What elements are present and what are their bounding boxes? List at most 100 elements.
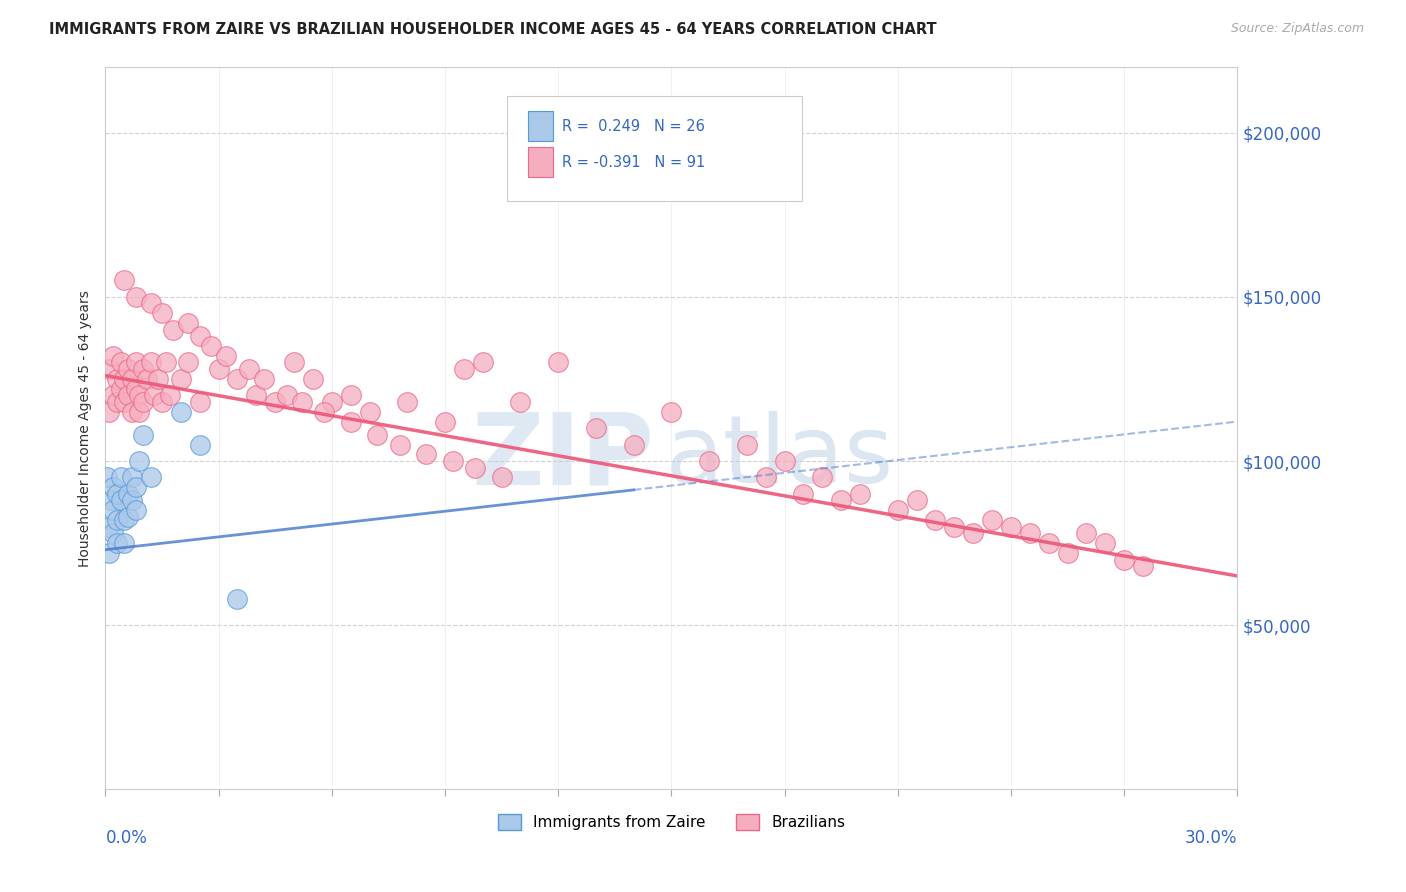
Point bbox=[226, 591, 249, 606]
Point bbox=[121, 372, 143, 386]
Point bbox=[101, 503, 124, 517]
Point bbox=[792, 487, 814, 501]
Point bbox=[117, 362, 139, 376]
Point bbox=[177, 316, 200, 330]
Point bbox=[110, 493, 132, 508]
Point bbox=[509, 395, 531, 409]
Point bbox=[188, 395, 211, 409]
Point bbox=[755, 470, 778, 484]
Point bbox=[132, 427, 155, 442]
Point bbox=[623, 437, 645, 451]
Point bbox=[105, 487, 128, 501]
Point bbox=[136, 372, 159, 386]
Point bbox=[188, 437, 211, 451]
Point bbox=[697, 454, 720, 468]
Point bbox=[148, 372, 170, 386]
Point bbox=[98, 546, 121, 560]
Text: R =  0.249   N = 26: R = 0.249 N = 26 bbox=[561, 119, 704, 134]
Point bbox=[143, 388, 166, 402]
Point bbox=[105, 536, 128, 550]
Point bbox=[98, 405, 121, 419]
Point bbox=[981, 513, 1004, 527]
Point bbox=[105, 395, 128, 409]
Point bbox=[453, 362, 475, 376]
Bar bbox=[527, 147, 553, 178]
Point bbox=[112, 372, 135, 386]
Point bbox=[101, 349, 124, 363]
Point bbox=[177, 355, 200, 369]
Point bbox=[811, 470, 834, 484]
Point bbox=[117, 388, 139, 402]
Point bbox=[773, 454, 796, 468]
Point bbox=[150, 306, 173, 320]
Point bbox=[661, 405, 683, 419]
Point bbox=[155, 355, 177, 369]
Point bbox=[121, 493, 143, 508]
Point bbox=[585, 421, 607, 435]
Text: ZIP: ZIP bbox=[471, 409, 654, 506]
Text: atlas: atlas bbox=[665, 411, 894, 503]
Point bbox=[849, 487, 872, 501]
Text: IMMIGRANTS FROM ZAIRE VS BRAZILIAN HOUSEHOLDER INCOME AGES 45 - 64 YEARS CORRELA: IMMIGRANTS FROM ZAIRE VS BRAZILIAN HOUSE… bbox=[49, 22, 936, 37]
Point bbox=[101, 388, 124, 402]
Point bbox=[98, 519, 121, 533]
Point bbox=[162, 323, 184, 337]
Point bbox=[491, 470, 513, 484]
Point bbox=[132, 395, 155, 409]
Point bbox=[100, 493, 122, 508]
Point bbox=[121, 405, 143, 419]
Point bbox=[245, 388, 267, 402]
Point bbox=[415, 447, 437, 461]
Point bbox=[105, 372, 128, 386]
Point bbox=[128, 388, 150, 402]
Point bbox=[188, 329, 211, 343]
Point bbox=[101, 526, 124, 541]
Point bbox=[253, 372, 276, 386]
Point bbox=[1132, 559, 1154, 574]
Point bbox=[124, 480, 146, 494]
Point bbox=[124, 290, 146, 304]
Text: Source: ZipAtlas.com: Source: ZipAtlas.com bbox=[1230, 22, 1364, 36]
Point bbox=[170, 372, 193, 386]
Point bbox=[124, 503, 146, 517]
Point bbox=[159, 388, 181, 402]
Point bbox=[283, 355, 305, 369]
Point bbox=[117, 487, 139, 501]
Point bbox=[1094, 536, 1116, 550]
Point bbox=[339, 415, 361, 429]
Point bbox=[238, 362, 260, 376]
Point bbox=[433, 415, 456, 429]
Point bbox=[112, 395, 135, 409]
Point bbox=[105, 513, 128, 527]
Point bbox=[359, 405, 381, 419]
Point bbox=[121, 470, 143, 484]
Point bbox=[150, 395, 173, 409]
Point bbox=[471, 355, 494, 369]
Point bbox=[547, 355, 569, 369]
Point bbox=[96, 470, 118, 484]
Point bbox=[1038, 536, 1060, 550]
Point bbox=[396, 395, 419, 409]
Point bbox=[366, 427, 388, 442]
Point bbox=[101, 480, 124, 494]
Point bbox=[1114, 552, 1136, 566]
Point bbox=[132, 362, 155, 376]
Point bbox=[128, 454, 150, 468]
Point bbox=[110, 355, 132, 369]
Point bbox=[735, 437, 758, 451]
Point bbox=[208, 362, 231, 376]
Point bbox=[314, 405, 336, 419]
Point bbox=[117, 509, 139, 524]
Point bbox=[905, 493, 928, 508]
Point bbox=[124, 382, 146, 396]
Point bbox=[1000, 519, 1022, 533]
Bar bbox=[527, 111, 553, 141]
Point bbox=[226, 372, 249, 386]
Text: R = -0.391   N = 91: R = -0.391 N = 91 bbox=[561, 155, 704, 169]
Point bbox=[302, 372, 325, 386]
Point bbox=[98, 362, 121, 376]
Point bbox=[830, 493, 852, 508]
Point bbox=[170, 405, 193, 419]
Point bbox=[1076, 526, 1098, 541]
Point bbox=[276, 388, 298, 402]
